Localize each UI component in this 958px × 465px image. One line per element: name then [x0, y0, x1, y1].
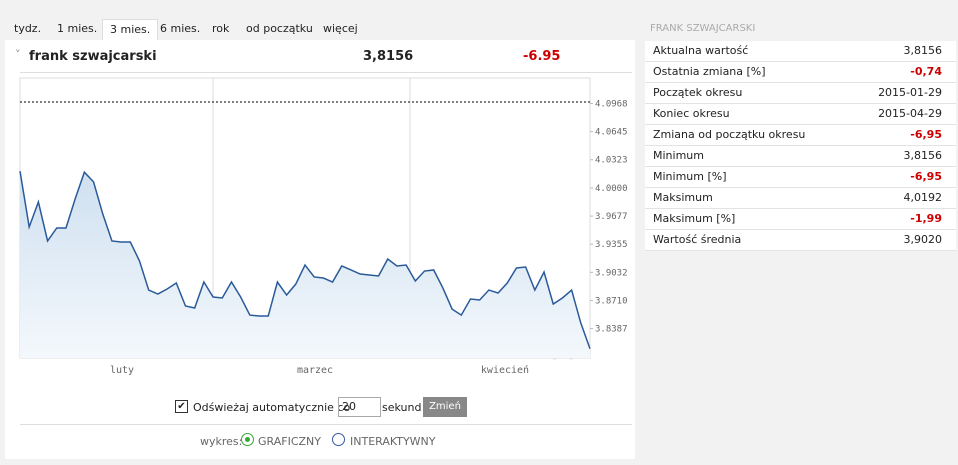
y-tick-label: 3.9032 — [595, 268, 628, 278]
table-row: Wartość średnia 3,9020 — [645, 230, 956, 251]
row-label: Początek okresu — [653, 86, 743, 99]
unit: sekund — [382, 401, 422, 414]
y-tick-label: 3.9677 — [595, 212, 628, 222]
row-value: -6,95 — [910, 128, 942, 141]
table-row: Koniec okresu 2015-04-29 — [645, 104, 956, 125]
row-value: 2015-01-29 — [878, 86, 942, 99]
tabs: tydz. 1 mies. 3 mies. 6 mies. rok od początku… — [5, 15, 635, 40]
tab[interactable]: tydz. — [14, 22, 42, 35]
checkbox[interactable]: ✔ — [175, 400, 188, 413]
row-label: Aktualna wartość — [653, 44, 749, 57]
row-value: 2015-04-29 — [878, 107, 942, 120]
row-label: Zmiana od początku okresu — [653, 128, 806, 141]
y-tick-label: 3.8710 — [595, 296, 628, 306]
row-label: Maksimum — [653, 191, 713, 204]
x-month-label: marzec — [297, 365, 333, 376]
change: -6.95 — [523, 49, 561, 64]
collapse-icon[interactable]: ˅ — [15, 48, 21, 61]
y-tick-label: 4.0645 — [595, 128, 628, 138]
tab[interactable]: od początku — [246, 22, 313, 35]
y-tick-label: 4.0323 — [595, 156, 628, 166]
table-row: Minimum [%] -6,95 — [645, 167, 956, 188]
y-tick-label: 4.0000 — [595, 184, 628, 194]
row-value: -1,99 — [910, 212, 942, 225]
row-value: -0,74 — [910, 65, 942, 78]
y-tick-label: 3.8387 — [595, 325, 628, 335]
row-label: Koniec okresu — [653, 107, 730, 120]
line — [19, 170, 591, 350]
table-row: Minimum 3,8156 — [645, 146, 956, 167]
table-row: Początek okresu 2015-01-29 — [645, 83, 956, 104]
interval-input[interactable]: 20 — [338, 397, 381, 417]
option[interactable]: GRAFICZNY — [258, 435, 321, 448]
chart-label: wykres: — [200, 435, 243, 448]
divider — [20, 72, 632, 73]
radio[interactable] — [332, 433, 345, 446]
x-month-label: kwiecień — [481, 364, 529, 376]
y-tick-label: 3.9355 — [595, 240, 628, 250]
area — [20, 171, 590, 358]
table-row: Maksimum 4,0192 — [645, 188, 956, 209]
tab[interactable]: rok — [212, 22, 230, 35]
table-row: Aktualna wartość 3,8156 — [645, 41, 956, 62]
chart: 4.0968 4.0645 4.0323 4.0000 3.9677 3.9355 3.90… — [19, 77, 628, 376]
row-label: Maksimum [%] — [653, 212, 736, 225]
table-row: Ostatnia zmiana [%] -0,74 — [645, 62, 956, 83]
chart-panel: tydz. 1 mies. 3 mies. 6 mies. rok od początku… — [5, 15, 635, 459]
row-label: Ostatnia zmiana [%] — [653, 65, 766, 78]
currency-name: frank szwajcarski — [29, 49, 157, 64]
tab[interactable]: 3 mies. — [102, 19, 159, 40]
divider — [20, 424, 632, 425]
refresh-label: Odświeżaj automatycznie co — [193, 401, 351, 414]
row-label: Minimum — [653, 149, 704, 162]
radio-dot — [245, 437, 250, 442]
row-value: 4,0192 — [903, 191, 943, 204]
row-value: 3,8156 — [903, 149, 943, 162]
row-label: Wartość średnia — [653, 233, 742, 246]
row-value: -6,95 — [910, 170, 942, 183]
table-title: FRANK SZWAJCARSKI — [650, 23, 756, 34]
row-value: 3,8156 — [903, 44, 943, 57]
radio[interactable] — [241, 433, 254, 446]
table-row: Zmiana od początku okresu -6,95 — [645, 125, 956, 146]
button[interactable]: Zmień — [423, 397, 467, 417]
current-value: 3,8156 — [363, 49, 414, 64]
tab[interactable]: 1 mies. — [57, 22, 98, 35]
row-value: 3,9020 — [903, 233, 943, 246]
option[interactable]: INTERAKTYWNY — [350, 435, 436, 448]
tab[interactable]: 6 mies. — [160, 22, 201, 35]
x-month-label: luty — [110, 365, 134, 376]
y-tick-label: 4.0968 — [595, 99, 628, 109]
table-row: Maksimum [%] -1,99 — [645, 209, 956, 230]
tab[interactable]: więcej — [323, 22, 358, 35]
row-label: Minimum [%] — [653, 170, 727, 183]
